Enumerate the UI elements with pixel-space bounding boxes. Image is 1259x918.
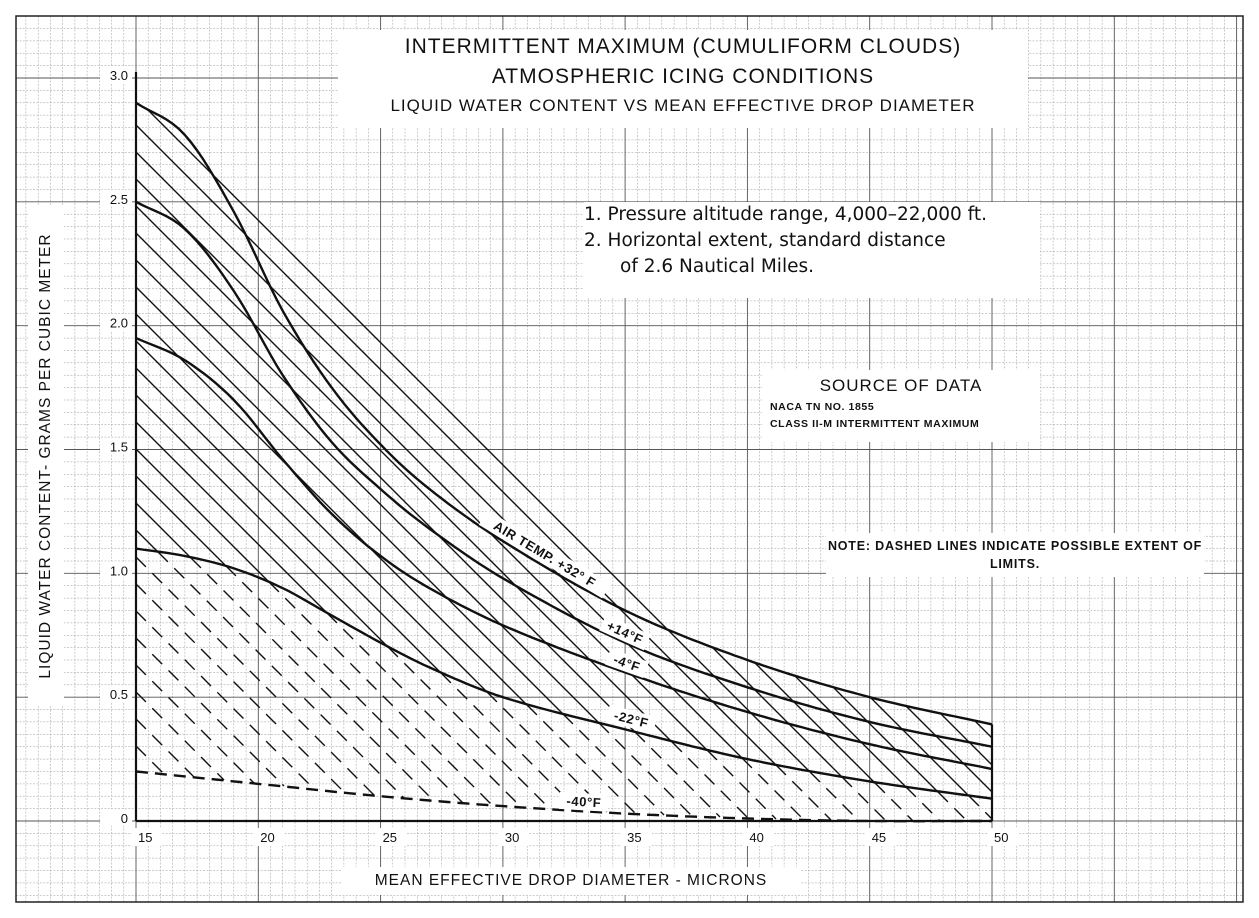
series-line-1 (135, 200, 993, 748)
x-tick-bg-2 (376, 828, 407, 846)
x-tick-label-7: 50 (994, 830, 1008, 845)
x-tick-bg-6 (865, 828, 896, 846)
y-tick-label-0: 0 (121, 811, 128, 826)
source-heading: SOURCE OF DATA (819, 376, 983, 395)
x-tick-label-0: 15 (138, 830, 152, 845)
source-line-1: NACA TN NO. 1855 (770, 401, 875, 413)
x-tick-bg-3 (498, 828, 529, 846)
y-tick-bg-0 (100, 809, 132, 826)
x-tick-bg-0 (132, 828, 162, 846)
curve-label-2: -4°F (605, 648, 649, 678)
curve-label-bg-3 (605, 705, 658, 734)
y-tick-label-4: 2.0 (110, 316, 128, 331)
curve-label-text-4: -40°F (566, 793, 602, 810)
note-3: of 2.6 Nautical Miles. (620, 256, 814, 277)
series-line-4 (135, 770, 992, 823)
curve-label-bg-0 (478, 510, 611, 599)
x-tick-label-3: 30 (505, 830, 519, 845)
y-tick-label-1: 0.5 (110, 687, 128, 702)
y-tick-bg-3 (100, 437, 132, 455)
x-tick-label-6: 45 (872, 830, 886, 845)
hatch-region (135, 109, 993, 822)
dashed-lines-note: NOTE: DASHED LINES INDICATE POSSIBLE EXT… (826, 533, 1204, 577)
y-axis-label-box: LIQUID WATER CONTENT- GRAMS PER CUBIC ME… (28, 206, 64, 706)
x-tick-bg-1 (254, 828, 285, 846)
x-tick-bg-5 (743, 828, 774, 846)
y-tick-label-2: 1.0 (110, 563, 128, 578)
curve-label-0: AIR TEMP. +32° F (478, 510, 611, 599)
chart-title-box: INTERMITTENT MAXIMUM (CUMULIFORM CLOUDS)… (338, 30, 1028, 128)
series-line-2 (135, 336, 993, 771)
y-tick-label-3: 1.5 (110, 440, 128, 455)
axes (134, 72, 994, 823)
curve-label-3: -22°F (605, 705, 658, 734)
y-tick-label-6: 3.0 (110, 68, 128, 83)
series-line-3 (135, 547, 993, 800)
x-tick-bg-4 (621, 828, 652, 846)
x-tick-label-4: 35 (627, 830, 641, 845)
note-1: 1. Pressure altitude range, 4,000–22,000… (584, 204, 987, 225)
note-2: 2. Horizontal extent, standard distance (584, 230, 946, 251)
tick-labels: 15 20 25 30 35 40 45 50 0 0.5 1.0 1.5 2.0 2.5 3.0 (100, 66, 1018, 846)
y-axis-label: LIQUID WATER CONTENT- GRAMS PER CUBIC ME… (37, 233, 54, 679)
chart-title-line2: ATMOSPHERIC ICING CONDITIONS (491, 65, 875, 88)
chart-title: INTERMITTENT MAXIMUM (CUMULIFORM CLOUDS) (404, 35, 962, 58)
curve-labels: AIR TEMP. +32° F+14°F-4°F-22°F-40°F (478, 510, 658, 812)
y-tick-bg-6 (100, 66, 132, 83)
x-axis-label: MEAN EFFECTIVE DROP DIAMETER - MICRONS (342, 867, 800, 895)
curves (135, 101, 993, 823)
chart-subtitle: LIQUID WATER CONTENT VS MEAN EFFECTIVE D… (390, 96, 976, 115)
hatch-dashed (135, 551, 993, 822)
curve-label-bg-2 (605, 648, 649, 678)
source-box: SOURCE OF DATA NACA TN NO. 1855 CLASS II… (762, 370, 1040, 442)
y-tick-label-5: 2.5 (110, 192, 128, 207)
y-tick-bg-1 (100, 685, 132, 703)
hatch-solid (135, 109, 993, 796)
curve-label-bg-1 (599, 614, 651, 651)
x-tick-label-2: 25 (383, 830, 397, 845)
curve-label-4: -40°F (558, 791, 609, 812)
curve-label-bg-4 (558, 791, 609, 812)
source-line-2: CLASS II-M INTERMITTENT MAXIMUM (770, 418, 980, 430)
y-tick-bg-5 (100, 189, 132, 207)
page-border (15, 15, 1244, 903)
y-tick-bg-2 (100, 561, 132, 579)
notes-box: 1. Pressure altitude range, 4,000–22,000… (584, 202, 1040, 298)
x-tick-bg-7 (988, 828, 1018, 846)
x-tick-label-1: 20 (260, 830, 274, 845)
series-line-0 (135, 101, 993, 726)
y-tick-bg-4 (100, 313, 132, 331)
x-tick-label-5: 40 (749, 830, 763, 845)
